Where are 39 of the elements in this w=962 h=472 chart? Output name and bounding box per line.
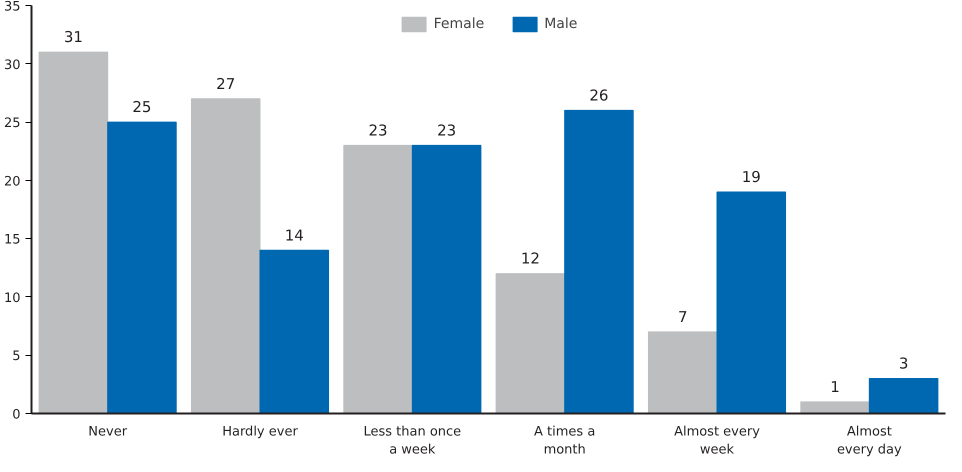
data-label: 27 [216, 74, 236, 93]
bar [716, 192, 786, 414]
x-tick-label: Hardly ever [222, 424, 298, 440]
legend-label: Female [434, 16, 484, 32]
bar [260, 250, 330, 414]
data-label: 26 [589, 86, 608, 104]
x-tick-label: Never [88, 424, 128, 440]
bar [343, 144, 413, 414]
bar [107, 122, 177, 414]
data-label: 7 [678, 308, 688, 326]
x-tick-label: Almost every day [836, 424, 902, 458]
bar [38, 52, 108, 414]
y-tick-label: 15 [4, 232, 21, 248]
x-tick-label: Less than once a week [363, 424, 462, 458]
y-tick-label: 30 [4, 58, 21, 73]
y-tick-label: 35 [4, 0, 21, 14]
y-tick-label: 0 [12, 408, 21, 422]
data-label: 14 [284, 226, 304, 244]
data-label: 31 [64, 28, 83, 46]
data-label: 25 [132, 98, 152, 116]
y-tick-label: 25 [4, 116, 21, 132]
y-tick-label: 5 [12, 349, 21, 364]
data-label: 3 [898, 354, 908, 373]
data-label: 12 [520, 250, 540, 268]
legend-label: Male [544, 16, 578, 32]
y-tick-label: 20 [4, 174, 21, 190]
data-label: 23 [437, 121, 456, 140]
bar [190, 98, 260, 414]
y-tick-label: 10 [4, 290, 21, 306]
x-tick-label: Almost every week [674, 424, 760, 458]
bar [648, 331, 718, 414]
x-tick-label: A times a month [534, 424, 596, 458]
data-label: 1 [830, 378, 840, 396]
bar [496, 273, 566, 414]
data-label: 19 [742, 168, 761, 186]
data-label: 23 [368, 121, 388, 140]
bar [868, 378, 938, 414]
bar [564, 110, 634, 414]
bar [412, 144, 482, 414]
